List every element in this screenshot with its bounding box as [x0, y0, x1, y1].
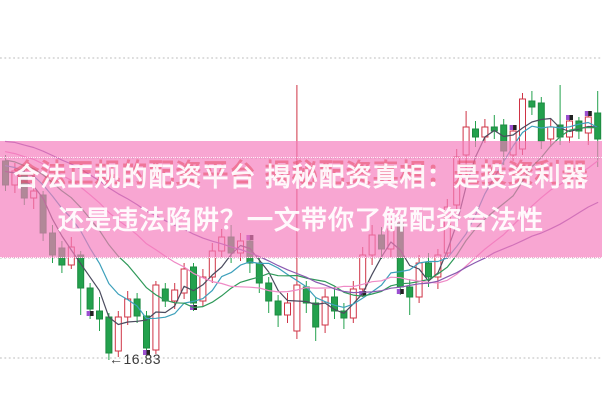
gridline-in-band — [0, 257, 602, 258]
gridline-in-band — [0, 157, 602, 158]
price-low-annotation: ←16.83 — [109, 351, 162, 367]
headline-line-2: 还是违法陷阱？一文带你了解配资合法性 — [57, 205, 544, 235]
headline-line-1: 合法正规的配资平台 揭秘配资真相：是投资利器 — [13, 162, 589, 192]
headline-band — [0, 141, 602, 258]
